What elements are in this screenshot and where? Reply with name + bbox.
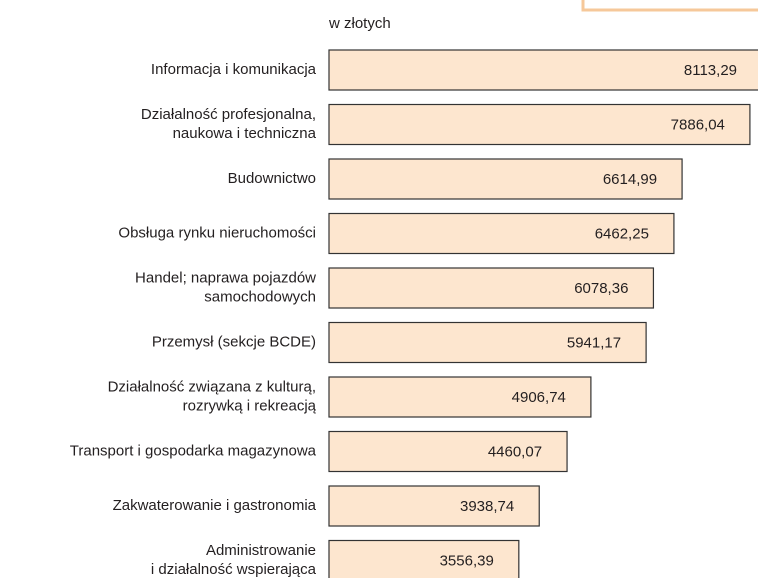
- value-label: 3938,74: [460, 498, 514, 515]
- value-label: 4460,07: [488, 443, 542, 460]
- category-label-line: Przemysł (sekcje BCDE): [152, 333, 316, 350]
- category-label-line: i działalność wspierająca: [151, 561, 317, 578]
- category-label-line: Administrowanie: [206, 542, 316, 559]
- category-label: Handel; naprawa pojazdów samochodowych: [135, 269, 316, 305]
- value-label: 5941,17: [567, 334, 621, 351]
- category-label: Działalność profesjonalna, naukowa i tech…: [141, 106, 317, 142]
- category-label-line: Budownictwo: [228, 170, 316, 187]
- category-label: Administrowanie i działalność wspierająca: [151, 542, 317, 578]
- bar: [328, 321, 647, 364]
- bar: [328, 49, 758, 91]
- category-label-line: Zakwaterowanie i gastronomia: [113, 497, 317, 514]
- value-label: 3556,39: [440, 552, 494, 569]
- value-label: 6614,99: [603, 171, 657, 188]
- category-label: Obsługa rynku nieruchomości: [118, 224, 316, 241]
- category-label-line: Handel; naprawa pojazdów: [135, 269, 316, 286]
- bar: [328, 430, 568, 473]
- bar: [328, 539, 520, 578]
- value-label: 6462,25: [595, 225, 649, 242]
- category-label-line: Informacja i komunikacja: [151, 61, 317, 78]
- bar: [328, 376, 592, 418]
- category-label: Budownictwo: [228, 170, 316, 187]
- value-label: 7886,04: [671, 116, 725, 133]
- category-label-line: Działalność profesjonalna,: [141, 106, 316, 123]
- category-label-line: rozrywką i rekreacją: [183, 397, 317, 414]
- bar: [328, 485, 540, 527]
- value-label: 6078,36: [574, 280, 628, 297]
- category-label: Zakwaterowanie i gastronomia: [113, 497, 317, 514]
- category-label: Przemysł (sekcje BCDE): [152, 333, 316, 350]
- category-label-line: naukowa i techniczna: [173, 125, 317, 142]
- category-label: Działalność związana z kulturą, rozrywką …: [108, 378, 317, 414]
- bar: [328, 103, 751, 146]
- bar: [328, 158, 683, 200]
- bar: [328, 212, 675, 255]
- chart-subtitle: w złotych: [328, 15, 391, 32]
- category-label-line: Obsługa rynku nieruchomości: [118, 224, 316, 241]
- bar: [328, 267, 655, 309]
- category-label-line: samochodowych: [204, 288, 316, 305]
- legend-box: [581, 0, 758, 12]
- value-label: 8113,29: [684, 62, 737, 79]
- category-label: Transport i gospodarka magazynowa: [70, 442, 317, 459]
- value-label: 4906,74: [512, 389, 566, 406]
- category-label: Informacja i komunikacja: [151, 61, 317, 78]
- category-label-line: Transport i gospodarka magazynowa: [70, 442, 317, 459]
- category-label-line: Działalność związana z kulturą,: [108, 378, 316, 395]
